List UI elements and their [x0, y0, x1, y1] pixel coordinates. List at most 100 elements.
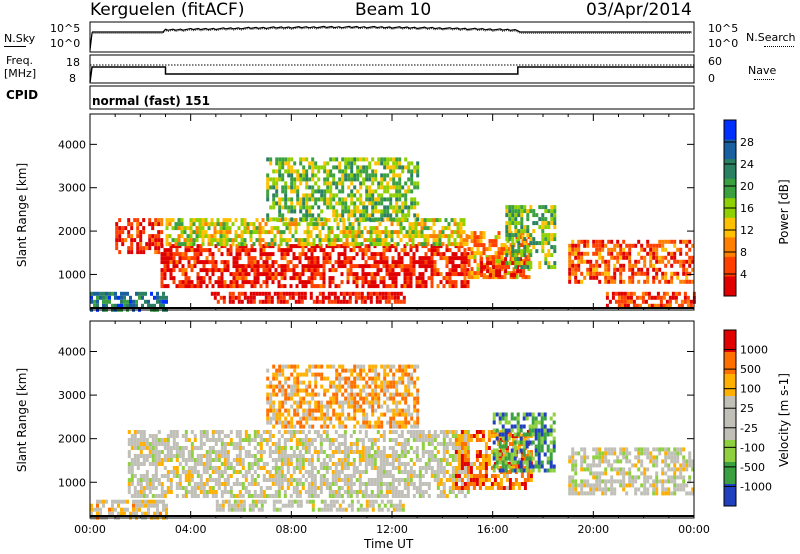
heatmap-cell — [353, 400, 357, 405]
heatmap-cell — [258, 230, 262, 235]
heatmap-cell — [374, 161, 378, 166]
heatmap-cell — [336, 295, 340, 300]
heatmap-cell — [367, 458, 371, 462]
heatmap-cell — [631, 263, 635, 268]
heatmap-cell — [505, 261, 509, 266]
heatmap-cell — [352, 276, 356, 281]
heatmap-cell — [388, 490, 392, 494]
heatmap-cell — [347, 400, 351, 405]
heatmap-cell — [102, 499, 105, 504]
heatmap-cell — [249, 230, 253, 235]
heatmap-cell — [293, 388, 297, 393]
heatmap-cell — [159, 511, 162, 516]
heatmap-cell — [457, 438, 461, 442]
heatmap-cell — [253, 284, 257, 289]
station-title: Kerguelen (fitACF) — [90, 0, 245, 20]
heatmap-cell — [111, 499, 114, 504]
heatmap-cell — [358, 248, 362, 253]
heatmap-cell — [237, 299, 241, 304]
heatmap-cell — [580, 279, 584, 284]
heatmap-cell — [283, 446, 287, 450]
heatmap-cell — [278, 197, 282, 202]
heatmap-cell — [508, 209, 512, 214]
heatmap-cell — [370, 466, 374, 470]
heatmap-cell — [489, 269, 493, 274]
heatmap-cell — [184, 494, 188, 498]
heatmap-cell — [326, 400, 330, 405]
heatmap-cell — [280, 272, 284, 277]
heatmap-cell — [354, 242, 358, 247]
heatmap-cell — [360, 242, 364, 247]
heatmap-cell — [353, 368, 357, 373]
heatmap-cell — [211, 434, 215, 438]
heatmap-cell — [547, 225, 551, 230]
heatmap-cell — [616, 259, 620, 264]
heatmap-cell — [302, 412, 306, 417]
heatmap-cell — [226, 442, 230, 446]
heatmap-cell — [418, 470, 422, 474]
heatmap-cell — [204, 218, 208, 223]
heatmap-cell — [328, 438, 332, 442]
heatmap-cell — [349, 450, 353, 454]
heatmap-cell — [652, 247, 656, 252]
heatmap-cell — [301, 248, 305, 253]
heatmap-cell — [391, 264, 395, 269]
heatmap-cell — [439, 470, 443, 474]
heatmap-cell — [463, 252, 467, 257]
heatmap-cell — [406, 486, 410, 490]
heatmap-cell — [171, 218, 175, 223]
heatmap-cell — [341, 400, 345, 405]
heatmap-cell — [628, 275, 632, 280]
heatmap-cell — [389, 499, 393, 504]
heatmap-cell — [514, 233, 518, 238]
heatmap-cell — [275, 499, 279, 504]
heatmap-cell — [132, 499, 135, 504]
heatmap-cell — [278, 416, 282, 421]
heatmap-cell — [307, 462, 311, 466]
heatmap-cell — [341, 201, 345, 206]
heatmap-cell — [169, 486, 173, 490]
heatmap-cell — [439, 494, 443, 498]
heatmap-cell — [275, 169, 279, 174]
heatmap-cell — [410, 173, 414, 178]
heatmap-cell — [111, 503, 114, 508]
heatmap-cell — [316, 494, 320, 498]
heatmap-cell — [301, 446, 305, 450]
heatmap-cell — [430, 256, 434, 261]
heatmap-cell — [322, 256, 326, 261]
heatmap-cell — [334, 438, 338, 442]
heatmap-cell — [331, 490, 335, 494]
heatmap-cell — [292, 244, 296, 249]
heatmap-cell — [429, 226, 433, 231]
heatmap-cell — [308, 392, 312, 397]
heatmap-cell — [304, 284, 308, 289]
heatmap-cell — [175, 264, 179, 269]
heatmap-cell — [285, 242, 289, 247]
heatmap-cell — [193, 470, 197, 474]
heatmap-cell — [292, 478, 296, 482]
heatmap-cell — [388, 284, 392, 289]
heatmap-cell — [355, 466, 359, 470]
heatmap-cell — [290, 185, 294, 190]
heatmap-cell — [169, 256, 173, 261]
heatmap-cell — [341, 181, 345, 186]
heatmap-cell — [301, 462, 305, 466]
heatmap-cell — [238, 252, 242, 257]
heatmap-cell — [162, 295, 165, 300]
heatmap-cell — [356, 197, 360, 202]
heatmap-cell — [414, 222, 418, 227]
heatmap-cell — [466, 252, 470, 257]
heatmap-cell — [123, 299, 126, 304]
heatmap-cell — [323, 424, 327, 429]
heatmap-cell — [451, 470, 455, 474]
heatmap-cell — [571, 247, 575, 252]
heatmap-cell — [141, 499, 144, 504]
heatmap-cell — [410, 376, 414, 381]
heatmap-cell — [208, 490, 212, 494]
heatmap-cell — [160, 474, 164, 478]
heatmap-cell — [181, 470, 185, 474]
heatmap-cell — [266, 384, 270, 389]
heatmap-cell — [503, 275, 507, 280]
heatmap-cell — [479, 231, 483, 236]
heatmap-cell — [553, 217, 557, 222]
